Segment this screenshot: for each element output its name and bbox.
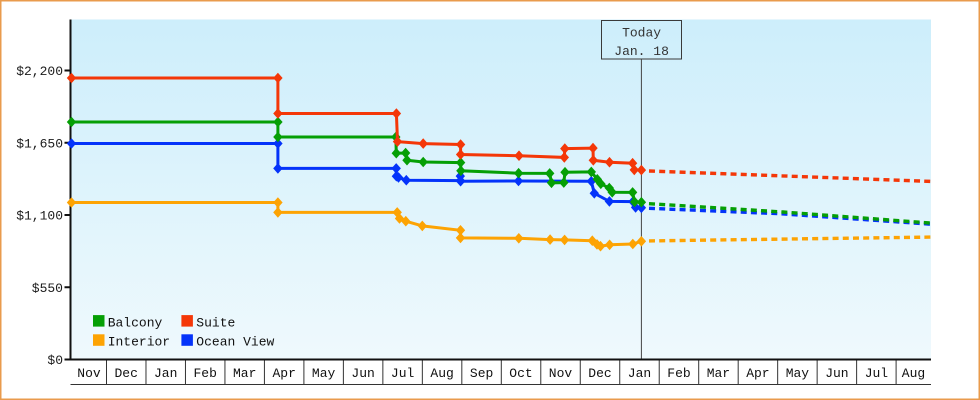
svg-text:Nov: Nov (77, 366, 101, 381)
svg-text:Jun: Jun (351, 366, 374, 381)
svg-text:Jan: Jan (628, 366, 651, 381)
svg-text:Feb: Feb (667, 366, 690, 381)
svg-text:$550: $550 (32, 281, 63, 296)
svg-text:Balcony: Balcony (108, 315, 163, 330)
svg-text:Dec: Dec (588, 366, 611, 381)
svg-text:Nov: Nov (549, 366, 573, 381)
svg-text:Sep: Sep (470, 366, 493, 381)
svg-text:Oct: Oct (509, 366, 532, 381)
svg-text:Jan. 18: Jan. 18 (614, 44, 669, 59)
svg-text:Jan: Jan (154, 366, 177, 381)
svg-text:Jun: Jun (825, 366, 848, 381)
svg-text:Dec: Dec (114, 366, 137, 381)
svg-text:Today: Today (622, 25, 661, 40)
svg-text:$1,100: $1,100 (16, 209, 63, 224)
svg-text:Mar: Mar (707, 366, 730, 381)
svg-text:Feb: Feb (193, 366, 216, 381)
svg-text:$2,200: $2,200 (16, 64, 63, 79)
svg-text:$1,650: $1,650 (16, 136, 63, 151)
svg-text:$0: $0 (47, 353, 63, 368)
svg-text:Aug: Aug (902, 366, 925, 381)
svg-text:Apr: Apr (272, 366, 295, 381)
svg-text:May: May (786, 366, 810, 381)
svg-text:Mar: Mar (233, 366, 256, 381)
svg-text:May: May (312, 366, 336, 381)
svg-text:Interior: Interior (108, 335, 170, 350)
svg-text:Apr: Apr (746, 366, 769, 381)
svg-text:Aug: Aug (430, 366, 453, 381)
svg-text:Jul: Jul (865, 366, 889, 381)
svg-text:Jul: Jul (391, 366, 415, 381)
svg-text:Ocean View: Ocean View (196, 335, 274, 350)
svg-text:Suite: Suite (196, 315, 235, 330)
